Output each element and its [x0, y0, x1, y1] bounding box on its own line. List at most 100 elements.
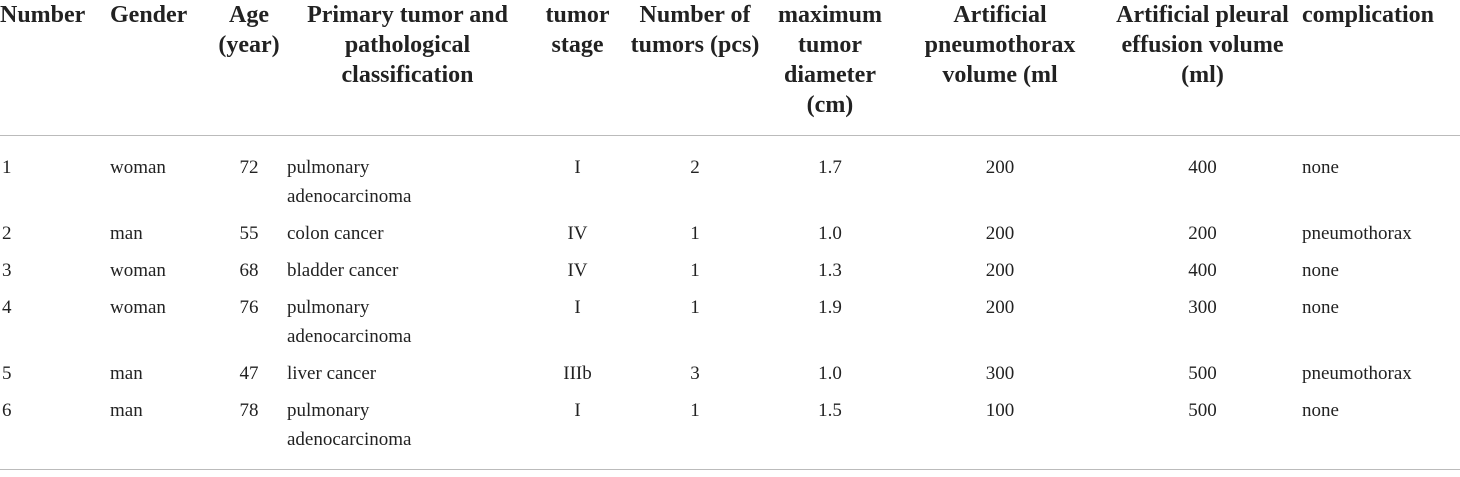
cell-text: pulmonary adenocarcinoma: [287, 157, 412, 207]
cell-text: 76: [239, 297, 259, 318]
cell-text: 1.9: [818, 297, 842, 318]
table-cell: 400: [1105, 252, 1300, 289]
cell-text: pulmonary adenocarcinoma: [287, 400, 412, 450]
table-cell: 3: [0, 252, 108, 289]
table-cell: 1: [0, 136, 108, 216]
cell-text: pneumothorax: [1302, 223, 1412, 244]
table-cell: none: [1300, 136, 1460, 216]
header-row: Number Gender Age (year) Primary tumor and …: [0, 0, 1460, 136]
table-cell: I: [530, 136, 625, 216]
cell-text: 1: [690, 297, 700, 318]
table-cell: 1: [625, 289, 765, 355]
cell-text: 78: [239, 400, 259, 421]
cell-text: none: [1302, 400, 1339, 421]
cell-text: man: [110, 400, 143, 421]
header-cell: tumor stage: [530, 0, 625, 136]
table-cell: 1.5: [765, 392, 895, 470]
header-cell: Number: [0, 0, 108, 136]
table-cell: 4: [0, 289, 108, 355]
cell-text: 2: [2, 223, 12, 244]
cell-text: 500: [1188, 363, 1217, 384]
table-cell: 1: [625, 392, 765, 470]
cell-text: IV: [567, 260, 588, 281]
table-row: 5 man 47 liver cancer IIIb 3 1.0 300 500 pneumoth…: [0, 355, 1460, 392]
table-cell: 200: [895, 252, 1105, 289]
cell-text: 72: [239, 157, 259, 178]
table-cell: none: [1300, 289, 1460, 355]
table-cell: 200: [1105, 215, 1300, 252]
table-cell: 1.9: [765, 289, 895, 355]
table-cell: 300: [1105, 289, 1300, 355]
table-cell: man: [108, 355, 213, 392]
cell-text: 1.3: [818, 260, 842, 281]
cell-text: 400: [1188, 157, 1217, 178]
table-row: 1 woman 72 pulmonary adenocarcinoma I 2 1.7 200…: [0, 136, 1460, 216]
table-cell: 1.7: [765, 136, 895, 216]
table-row: 2 man 55 colon cancer IV 1 1.0 200 200 pneumothor…: [0, 215, 1460, 252]
cell-text: 3: [690, 363, 700, 384]
table-cell: I: [530, 392, 625, 470]
table-cell: 72: [213, 136, 285, 216]
cell-text: 1.0: [818, 363, 842, 384]
table-cell: 100: [895, 392, 1105, 470]
cell-text: 1: [2, 157, 12, 178]
cell-text: pneumothorax: [1302, 363, 1412, 384]
table-cell: 500: [1105, 392, 1300, 470]
cell-text: 300: [985, 363, 1015, 384]
table-cell: 300: [895, 355, 1105, 392]
table-cell: liver cancer: [285, 355, 530, 392]
table-row: 6 man 78 pulmonary adenocarcinoma I 1 1.5 100 50…: [0, 392, 1460, 470]
cell-text: 2: [690, 157, 700, 178]
table-cell: pneumothorax: [1300, 355, 1460, 392]
table-cell: none: [1300, 252, 1460, 289]
cell-text: 1.5: [818, 400, 842, 421]
cell-text: woman: [110, 157, 166, 178]
table-row: 4 woman 76 pulmonary adenocarcinoma I 1 1.9 200…: [0, 289, 1460, 355]
cell-text: 1: [690, 223, 700, 244]
table-cell: 5: [0, 355, 108, 392]
table-body: 1 woman 72 pulmonary adenocarcinoma I 2 1.7 200…: [0, 136, 1460, 470]
cell-text: 5: [2, 363, 12, 384]
cell-text: 68: [239, 260, 259, 281]
cell-text: man: [110, 363, 143, 384]
table-cell: pulmonary adenocarcinoma: [285, 289, 530, 355]
cell-text: none: [1302, 260, 1339, 281]
table-cell: 1.0: [765, 215, 895, 252]
cell-text: 3: [2, 260, 12, 281]
header-cell: Number of tumors (pcs): [625, 0, 765, 136]
table-cell: IIIb: [530, 355, 625, 392]
table-cell: 55: [213, 215, 285, 252]
table-cell: woman: [108, 136, 213, 216]
cell-text: 200: [985, 297, 1015, 318]
cell-text: I: [574, 400, 581, 421]
cell-text: none: [1302, 157, 1339, 178]
table-cell: 2: [625, 136, 765, 216]
table-cell: 1: [625, 252, 765, 289]
table-cell: man: [108, 392, 213, 470]
cell-text: colon cancer: [287, 223, 384, 244]
cell-text: 1: [690, 400, 700, 421]
cell-text: woman: [110, 297, 166, 318]
header-cell: maximum tumor diameter (cm): [765, 0, 895, 136]
table-cell: bladder cancer: [285, 252, 530, 289]
cell-text: 4: [2, 297, 12, 318]
header-cell: Artificial pneumothorax volume (ml: [895, 0, 1105, 136]
table-cell: man: [108, 215, 213, 252]
table-cell: I: [530, 289, 625, 355]
cell-text: 1.7: [818, 157, 842, 178]
cell-text: 200: [985, 260, 1015, 281]
cell-text: 100: [985, 400, 1015, 421]
table-cell: 400: [1105, 136, 1300, 216]
table-cell: 500: [1105, 355, 1300, 392]
cell-text: 1.0: [818, 223, 842, 244]
cell-text: I: [574, 157, 581, 178]
table-cell: 3: [625, 355, 765, 392]
cell-text: pulmonary adenocarcinoma: [287, 297, 412, 347]
cell-text: I: [574, 297, 581, 318]
cell-text: IIIb: [563, 363, 592, 384]
cell-text: 1: [690, 260, 700, 281]
cell-text: 47: [239, 363, 259, 384]
table-cell: 1: [625, 215, 765, 252]
cell-text: man: [110, 223, 143, 244]
cell-text: woman: [110, 260, 166, 281]
